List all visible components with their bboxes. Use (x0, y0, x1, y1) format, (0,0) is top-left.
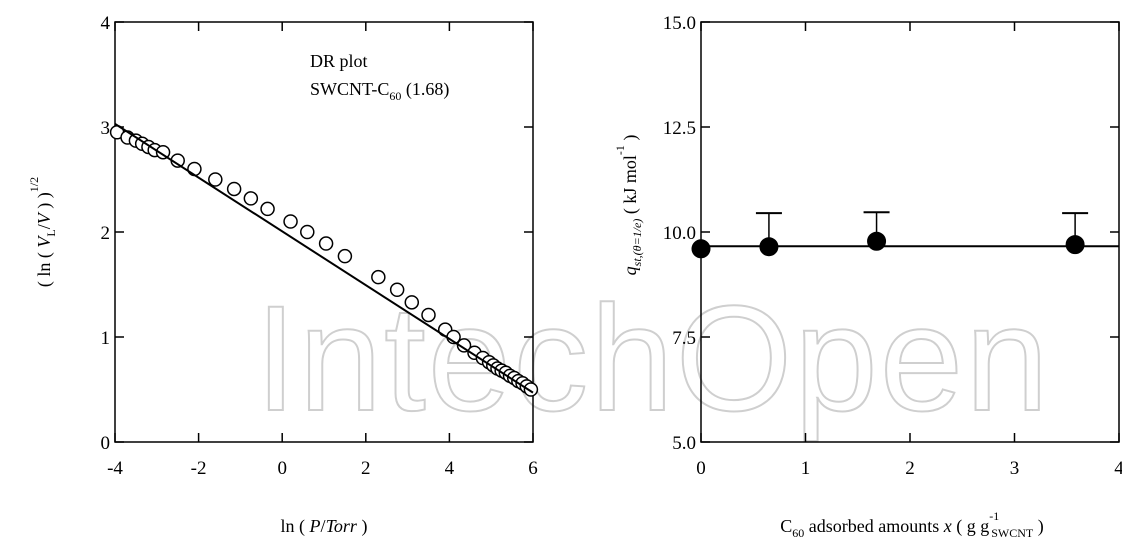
y-tick-label: 7.5 (672, 328, 696, 349)
data-point (371, 269, 386, 285)
data-point (404, 295, 420, 310)
data-point (421, 307, 436, 323)
data-point (226, 181, 242, 197)
fit-line (114, 123, 534, 394)
data-point (389, 282, 405, 297)
data-point (337, 248, 353, 264)
chart2-ticks (700, 21, 1120, 443)
x-tick-label: 4 (1114, 458, 1122, 479)
data-point (691, 239, 711, 259)
y-tick-label: 15.0 (663, 13, 696, 34)
x-tick-label: -2 (191, 458, 207, 479)
x-tick-label: 4 (445, 458, 455, 479)
watermark-layer: IntechOpen (254, 273, 1051, 443)
chart1-x-axis-title: ln ( P/Torr ) (281, 516, 368, 537)
data-point (300, 224, 315, 240)
watermark-text: IntechOpen (255, 274, 1051, 442)
data-point (187, 161, 202, 177)
chart1-ticks (114, 21, 534, 443)
chart2-x-axis-title: C60 adsorbed amounts x ( g g-1 SWCNT ) (780, 509, 1044, 540)
data-point (867, 231, 887, 251)
y-tick-label: 0 (101, 433, 111, 454)
chart1-y-axis-title: ( ln ( VL/V ) )1/2 (27, 177, 58, 287)
data-point (260, 201, 275, 217)
x-tick-label: -4 (107, 458, 123, 479)
data-point (283, 214, 298, 229)
x-tick-label: 0 (277, 458, 287, 479)
x-tick-label: 2 (905, 458, 915, 479)
y-tick-label: 5.0 (672, 433, 696, 454)
y-tick-label: 2 (101, 223, 111, 244)
data-point (243, 191, 259, 206)
chart2-marks (691, 211, 1119, 259)
y-tick-label: 4 (101, 13, 111, 34)
chart1-annotation-line1: DR plot (310, 51, 368, 71)
y-tick-label: 1 (101, 328, 111, 349)
chart2-y-axis-title: qst,(θ=1/e) ( kJ mol-1 ) (613, 135, 644, 276)
y-tick-label: 10.0 (663, 223, 696, 244)
x-tick-label: 0 (696, 458, 706, 479)
data-point (456, 338, 472, 353)
x-tick-label: 6 (528, 458, 538, 479)
x-tick-label: 1 (801, 458, 811, 479)
dr-plot-chart: -4 -2 0 2 4 6 0 1 2 3 4 DR plot SWCNT-C60 (1.68) l… (27, 13, 539, 537)
chart1-tick-labels: -4 -2 0 2 4 6 0 1 2 3 4 (101, 13, 538, 479)
chart2-tick-labels: 0 1 2 3 4 5.0 7.5 10.0 12.5 15.0 (663, 13, 1122, 479)
y-tick-label: 3 (101, 118, 111, 139)
data-point (208, 172, 223, 187)
data-point (523, 382, 539, 397)
data-point (1065, 235, 1085, 255)
chart1-annotation-line2: SWCNT-C60 (1.68) (310, 79, 449, 103)
data-point (155, 144, 171, 160)
data-point (318, 236, 334, 251)
chart1-marks (109, 123, 539, 397)
y-tick-label: 12.5 (663, 118, 696, 139)
x-tick-label: 2 (361, 458, 371, 479)
x-tick-label: 3 (1010, 458, 1020, 479)
heat-of-adsorption-chart: 0 1 2 3 4 5.0 7.5 10.0 12.5 15.0 C60 adsorbed amo… (613, 13, 1122, 540)
